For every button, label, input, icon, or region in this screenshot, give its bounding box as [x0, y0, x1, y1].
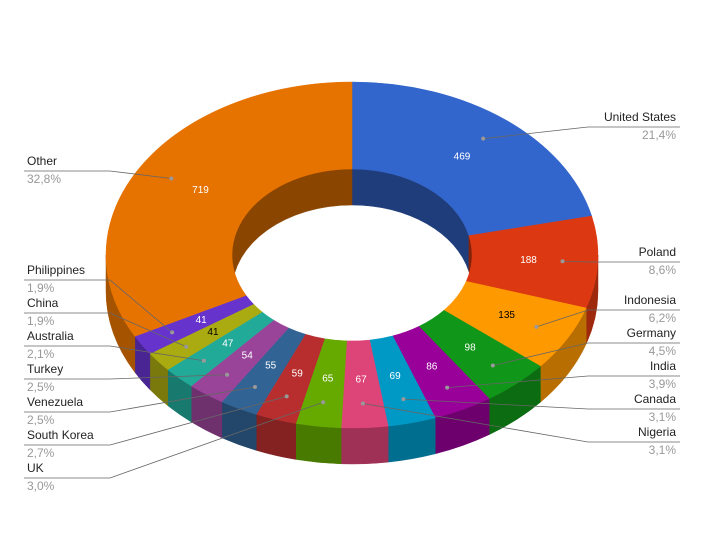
legend-percent: 3,9% — [649, 377, 677, 391]
legend-percent: 1,9% — [27, 281, 55, 295]
leader-line — [492, 342, 680, 366]
leader-line — [562, 260, 680, 263]
leader-line — [536, 309, 680, 328]
leader-line — [447, 375, 680, 389]
legend-label: South Korea — [27, 428, 94, 442]
legend-label: Australia — [27, 329, 74, 343]
legend-percent: 2,5% — [27, 413, 55, 427]
value-label: 86 — [426, 361, 438, 372]
leader-line — [24, 395, 287, 446]
legend-label: Germany — [627, 326, 676, 340]
leader-line — [403, 398, 680, 410]
leader-dot — [560, 259, 565, 264]
leader-line — [362, 403, 680, 443]
slice-side — [340, 425, 389, 465]
legend-percent: 3,0% — [27, 479, 55, 493]
slice — [351, 81, 593, 236]
leader-dot — [225, 372, 230, 377]
legend-label: Philippines — [27, 263, 85, 277]
value-label: 135 — [498, 310, 515, 321]
legend-label: Turkey — [27, 362, 63, 376]
legend-percent: 3,1% — [649, 443, 677, 457]
legend-label: Indonesia — [624, 293, 676, 307]
value-label: 69 — [390, 371, 402, 382]
legend-percent: 1,9% — [27, 314, 55, 328]
leader-line — [24, 386, 256, 413]
slice — [105, 81, 353, 337]
leader-dot — [481, 136, 486, 141]
value-label: 54 — [242, 350, 254, 361]
value-label: 65 — [322, 374, 334, 385]
value-label: 188 — [520, 255, 537, 266]
slice-side — [295, 423, 342, 465]
value-label: 67 — [356, 375, 368, 386]
leader-line — [24, 279, 173, 333]
leader-dot — [490, 363, 495, 368]
leader-dot — [401, 397, 406, 402]
value-label: 41 — [207, 327, 219, 338]
leader-dot — [201, 358, 206, 363]
legend-label: Venezuela — [27, 395, 83, 409]
leader-dot — [169, 176, 174, 181]
legend-percent: 2,5% — [27, 380, 55, 394]
leader-line — [24, 170, 172, 179]
legend-percent: 2,1% — [27, 347, 55, 361]
legend-percent: 21,4% — [642, 128, 676, 142]
legend-percent: 32,8% — [27, 172, 61, 186]
legend-label: Nigeria — [638, 425, 676, 439]
leader-dot — [321, 400, 326, 405]
legend-percent: 3,1% — [649, 410, 677, 424]
leader-line — [24, 345, 204, 362]
legend-percent: 8,6% — [649, 263, 677, 277]
legend-percent: 4,5% — [649, 344, 677, 358]
leader-line — [483, 126, 680, 140]
value-label: 719 — [192, 185, 209, 196]
value-label: 59 — [292, 369, 304, 380]
leader-dot — [252, 384, 257, 389]
legend-label: United States — [604, 110, 676, 124]
value-label: 47 — [222, 339, 234, 350]
legend-percent: 6,2% — [649, 311, 677, 325]
legend-label: Other — [27, 154, 57, 168]
legend-label: China — [27, 296, 59, 310]
leader-line — [24, 374, 228, 380]
legend-label: UK — [27, 461, 44, 475]
leader-dot — [445, 385, 450, 390]
legend-label: Poland — [639, 245, 676, 259]
value-label: 41 — [196, 315, 208, 326]
leader-dot — [284, 394, 289, 399]
legend-label: India — [650, 359, 676, 373]
leader-dot — [184, 344, 189, 349]
value-label: 55 — [265, 361, 277, 372]
leader-dot — [360, 401, 365, 406]
leader-line — [24, 401, 324, 479]
leader-dot — [170, 330, 175, 335]
legend-label: Canada — [634, 392, 676, 406]
value-label: 98 — [465, 343, 477, 354]
leader-line — [24, 312, 187, 348]
leader-dot — [534, 324, 539, 329]
value-label: 469 — [454, 152, 471, 163]
legend-percent: 2,7% — [27, 446, 55, 460]
